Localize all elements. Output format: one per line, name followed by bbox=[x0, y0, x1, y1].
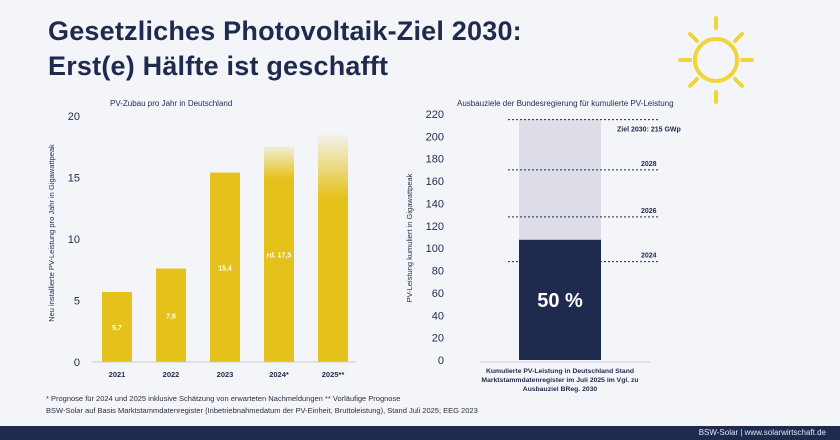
milestone-label-3: 2024 bbox=[641, 253, 657, 260]
chart1-data-labels: 5,7 7,6 15,4 rd. 17,5 bbox=[112, 252, 291, 332]
milestone-label-0: Ziel 2030: 215 GWp bbox=[617, 127, 681, 134]
chart1-ylabel: Neu installierte PV-Leistung pro Jahr in… bbox=[47, 144, 56, 322]
chart2-ytick-0: 0 bbox=[438, 355, 444, 367]
chart2-ytick-7: 140 bbox=[426, 198, 444, 210]
chart1-data-label-2: 15,4 bbox=[218, 265, 232, 272]
chart1-bar-2 bbox=[210, 172, 240, 362]
achieved-percent-label: 50 % bbox=[537, 290, 583, 312]
chart2-title: Ausbauziele der Bundesregierung für kumu… bbox=[457, 99, 674, 108]
achieved-bar bbox=[519, 239, 601, 360]
chart1-x-axis: 2021 2022 2023 2024* 2025** bbox=[109, 370, 345, 379]
chart2-ytick-11: 220 bbox=[426, 109, 444, 121]
sun-icon bbox=[678, 16, 754, 104]
chart2-ytick-3: 60 bbox=[432, 288, 444, 300]
chart1-xtick-3: 2024* bbox=[269, 370, 289, 379]
footer-bar bbox=[0, 426, 840, 440]
chart2-ytick-9: 180 bbox=[426, 154, 444, 166]
chart-annual-additions: PV-Zubau pro Jahr in Deutschland Neu ins… bbox=[47, 99, 356, 379]
chart1-bar-1 bbox=[156, 268, 186, 362]
chart1-data-label-3: rd. 17,5 bbox=[267, 252, 292, 259]
footnote-1: * Prognose für 2024 und 2025 inklusive S… bbox=[46, 394, 401, 403]
chart1-ytick-1: 5 bbox=[74, 296, 80, 308]
chart1-xtick-1: 2022 bbox=[163, 370, 180, 379]
chart2-category-line-0: Kumulierte PV-Leistung in Deutschland St… bbox=[486, 368, 634, 375]
chart1-ytick-2: 10 bbox=[68, 234, 80, 246]
chart1-ytick-4: 20 bbox=[68, 111, 80, 123]
chart1-bar-0 bbox=[102, 291, 132, 362]
brand-footer: BSW-Solar | www.solarwirtschaft.de bbox=[698, 428, 826, 437]
chart1-y-axis: 0 5 10 15 20 bbox=[68, 111, 80, 369]
footnote-2: BSW-Solar auf Basis Marktstammdatenregis… bbox=[46, 406, 478, 415]
chart1-bars bbox=[102, 134, 348, 362]
title-line-1: Gesetzliches Photovoltaik-Ziel 2030: bbox=[48, 16, 522, 46]
chart2-ytick-1: 20 bbox=[432, 333, 444, 345]
chart1-data-label-0: 5,7 bbox=[112, 325, 122, 332]
chart1-bar-4 bbox=[318, 134, 348, 362]
chart-cumulative-targets: Ausbauziele der Bundesregierung für kumu… bbox=[405, 99, 681, 393]
chart2-category-label: Kumulierte PV-Leistung in Deutschland St… bbox=[481, 368, 638, 393]
chart2-category-line-2: Ausbauziel BReg. 2030 bbox=[523, 386, 598, 393]
chart2-ytick-4: 80 bbox=[432, 266, 444, 278]
milestone-label-1: 2028 bbox=[641, 161, 657, 168]
chart1-xtick-2: 2023 bbox=[217, 370, 234, 379]
chart2-ytick-2: 40 bbox=[432, 310, 444, 322]
milestones: Ziel 2030: 215 GWp 2028 2026 2024 bbox=[508, 119, 681, 263]
chart2-ylabel: PV-Leistung kumuliert in Gigawattpeak bbox=[405, 173, 414, 302]
chart1-title: PV-Zubau pro Jahr in Deutschland bbox=[110, 99, 232, 108]
page-title: Gesetzliches Photovoltaik-Ziel 2030: Ers… bbox=[48, 14, 522, 84]
chart2-ytick-5: 100 bbox=[426, 243, 444, 255]
chart1-bar-3 bbox=[264, 146, 294, 362]
chart2-ytick-6: 120 bbox=[426, 221, 444, 233]
chart2-category-line-1: Marktstammdatenregister im Juli 2025 im … bbox=[481, 377, 638, 384]
title-line-2: Erst(e) Hälfte ist geschafft bbox=[48, 51, 389, 81]
chart2-ytick-8: 160 bbox=[426, 176, 444, 188]
milestone-label-2: 2026 bbox=[641, 208, 657, 215]
chart1-data-label-1: 7,6 bbox=[166, 313, 176, 320]
chart1-ytick-3: 15 bbox=[68, 173, 80, 185]
chart1-xtick-0: 2021 bbox=[109, 370, 126, 379]
chart2-ytick-10: 200 bbox=[426, 131, 444, 143]
chart1-xtick-4: 2025** bbox=[322, 370, 345, 379]
chart1-ytick-0: 0 bbox=[74, 357, 80, 369]
chart2-y-axis: 0 20 40 60 80 100 120 140 160 180 200 220 bbox=[426, 109, 444, 367]
